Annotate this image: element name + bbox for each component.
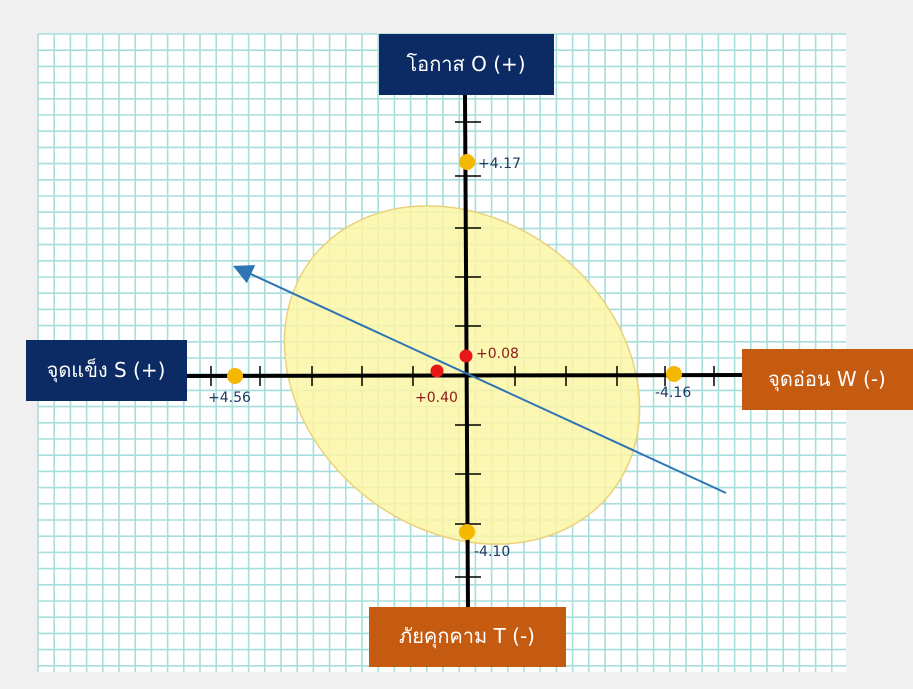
point-strength [227,368,243,384]
label-net-sw-value: +0.40 [415,390,458,406]
weakness-label: จุดอ่อน W (-) [768,367,886,392]
point-opportunity [459,154,475,170]
opportunity-box: โอกาส O (+) [379,34,554,95]
strategy-vector-arrow [232,265,727,494]
label-threat-value: -4.10 [474,544,510,560]
threat-box-bg [369,607,566,667]
label-opportunity-value: +4.17 [478,156,521,172]
label-net-ot-value: +0.08 [476,346,519,362]
weakness-box: จุดอ่อน W (-) [742,349,913,410]
opportunity-box-bg [379,34,554,95]
point-weakness [666,366,682,382]
threat-box: ภัยคุกคาม T (-) [369,607,566,667]
point-net-ot [459,349,473,363]
strength-label: จุดแข็ง S (+) [47,357,166,383]
weakness-box-bg [742,349,913,410]
strength-box-bg [26,340,187,401]
threat-label: ภัยคุกคาม T (-) [399,624,535,649]
point-net-sw [430,364,444,378]
opportunity-label: โอกาส O (+) [406,52,525,76]
axis-ticks [210,121,715,578]
label-weakness-value: -4.16 [655,385,691,401]
label-strength-value: +4.56 [208,390,251,406]
point-threat [459,524,475,540]
x-axis [179,373,746,378]
strength-box: จุดแข็ง S (+) [26,340,187,401]
